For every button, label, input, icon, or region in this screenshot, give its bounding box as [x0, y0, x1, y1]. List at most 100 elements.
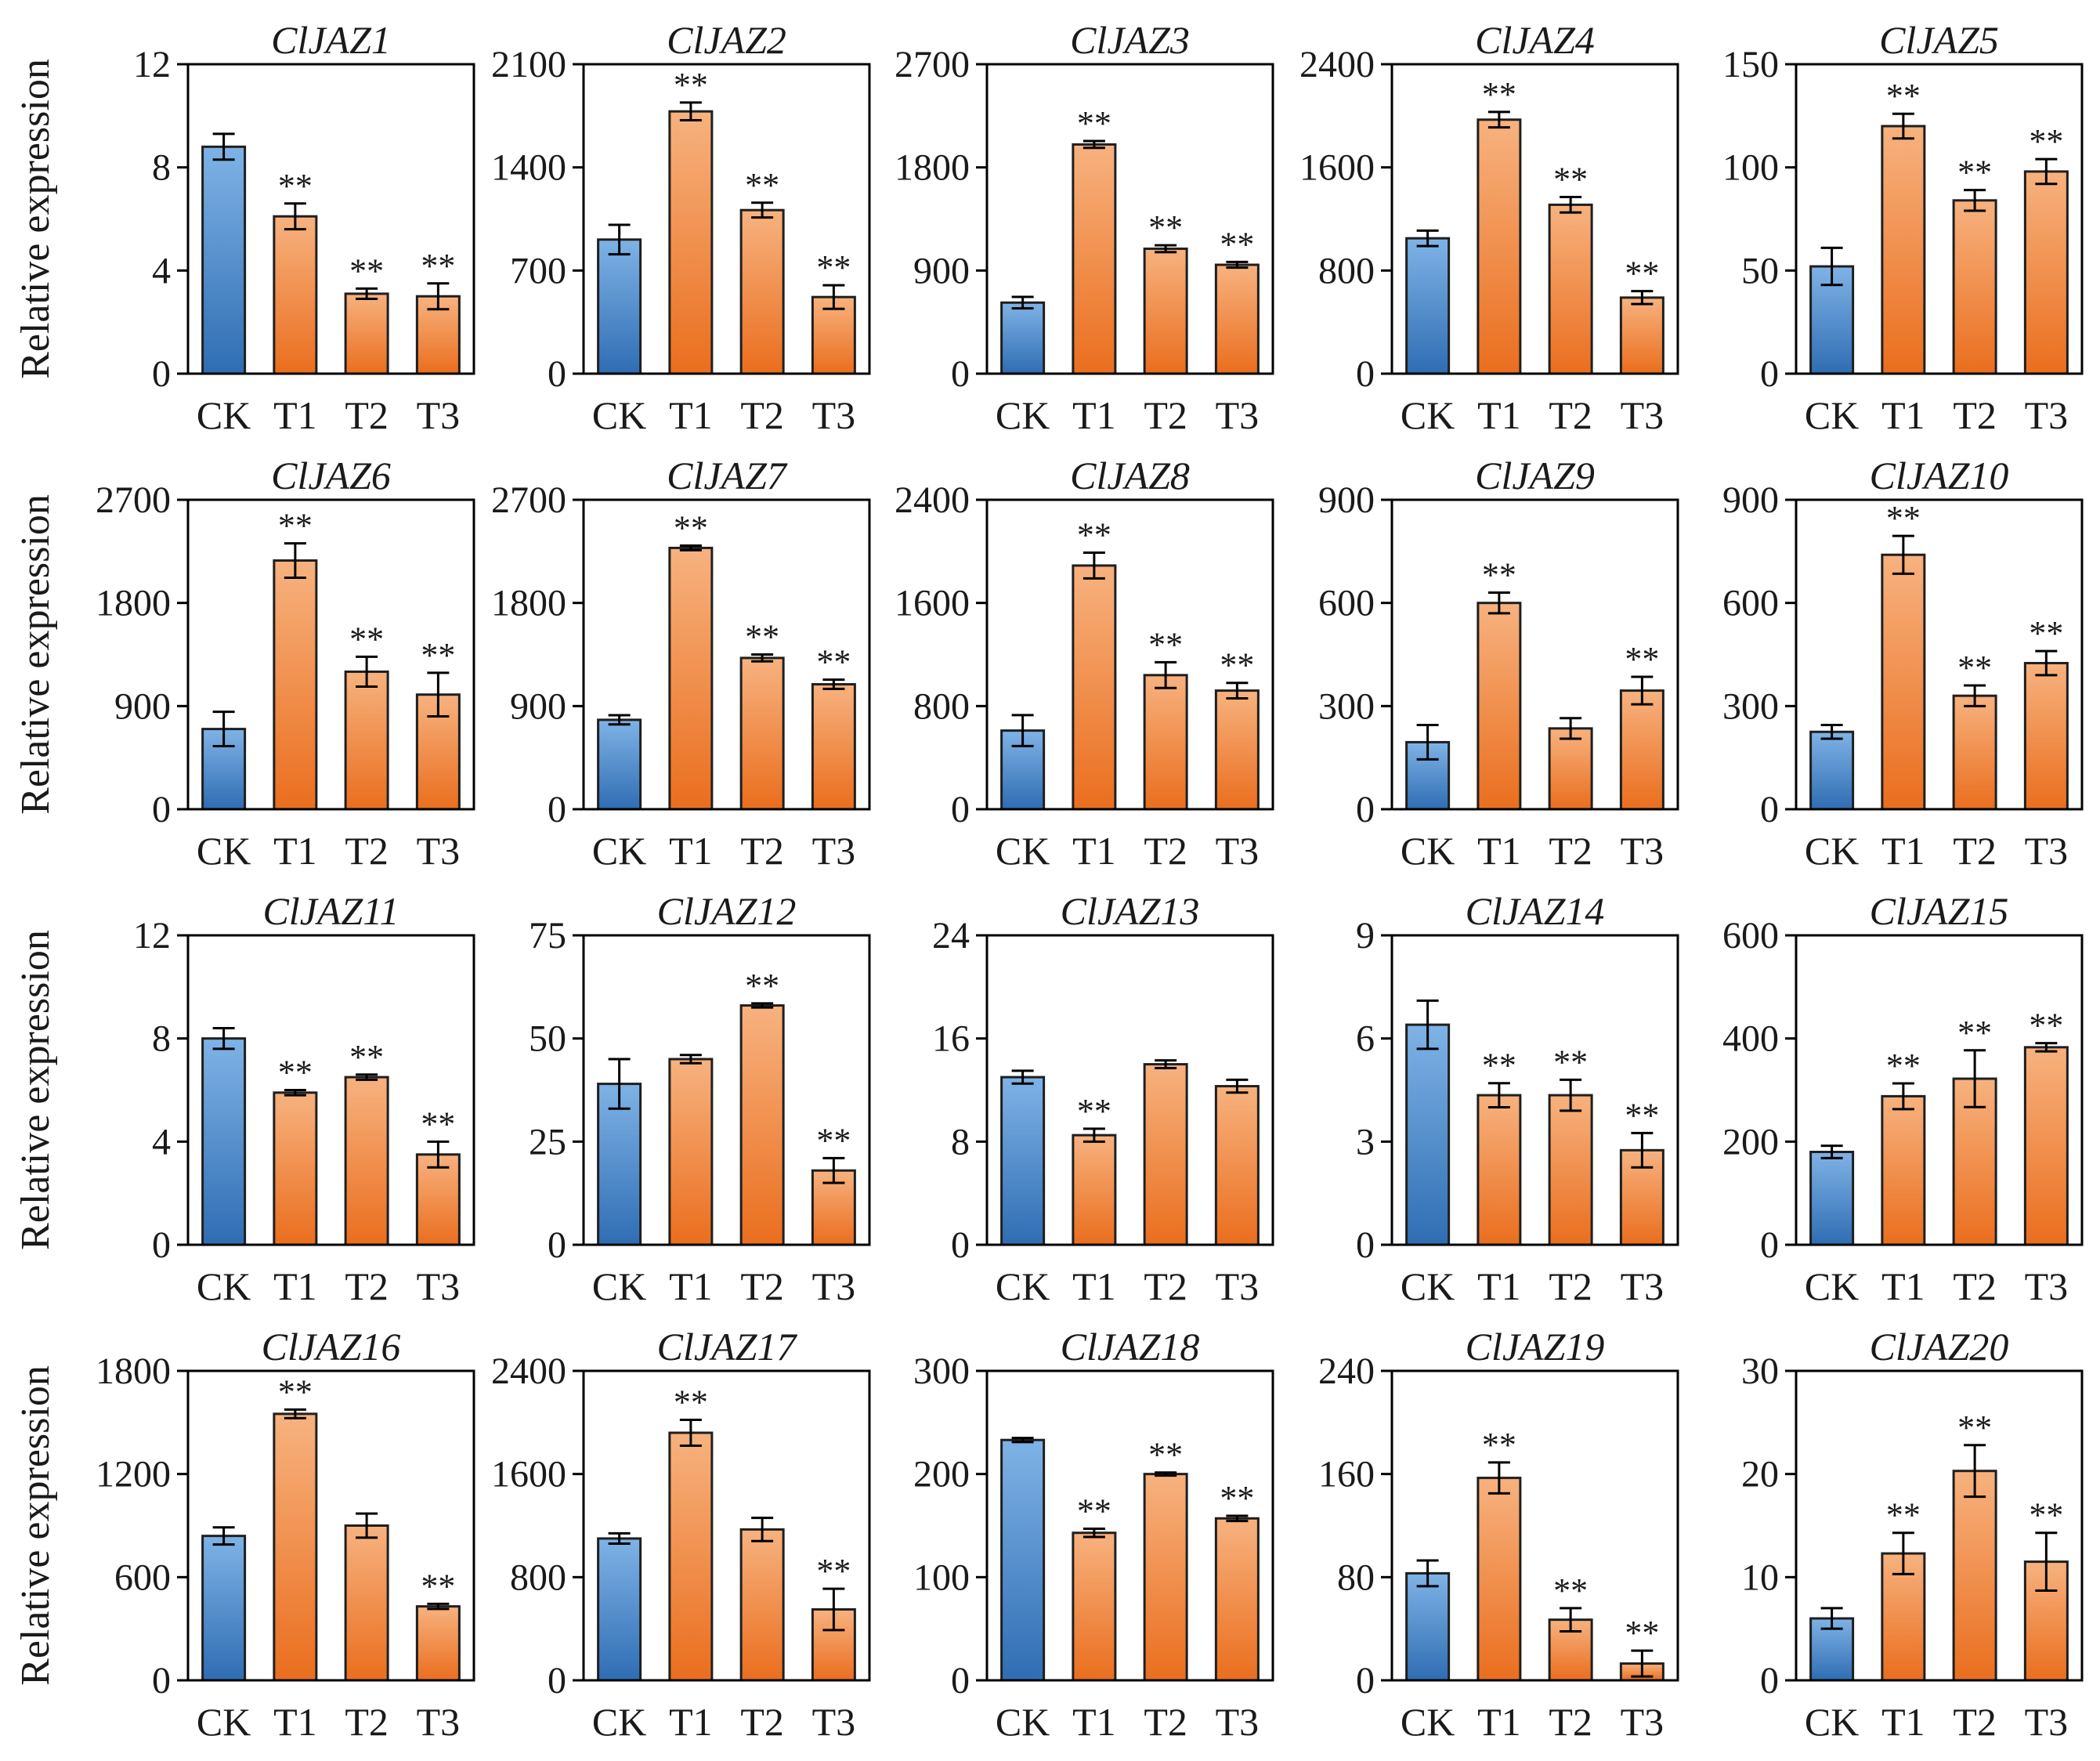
x-category-label: T2: [1953, 1700, 1997, 1744]
y-tick-label: 0: [152, 789, 171, 830]
bar-ck: [201, 1535, 247, 1682]
y-tick-label: 2400: [895, 479, 970, 521]
bar-t2: [1952, 694, 1997, 811]
y-tick-label: 100: [1722, 147, 1779, 189]
significance-label: **: [816, 1121, 851, 1159]
x-category-label: T3: [417, 393, 461, 437]
significance-label: **: [2029, 122, 2063, 161]
bar-t3: [1214, 263, 1260, 375]
significance-label: **: [1148, 625, 1183, 664]
y-tick-label: 100: [913, 1557, 970, 1598]
y-tick-label: 1200: [96, 1454, 171, 1495]
y-tick-label: 0: [951, 789, 970, 830]
bar-t2: [739, 208, 785, 375]
x-category-label: T2: [1144, 829, 1187, 873]
bar-ck: [201, 1037, 247, 1246]
x-category-label: T3: [1216, 393, 1260, 437]
x-category-label: CK: [592, 1264, 646, 1308]
x-category-label: T3: [2025, 829, 2069, 873]
significance-label: **: [816, 643, 851, 682]
significance-label: **: [1077, 1092, 1111, 1130]
x-category-label: T1: [273, 1700, 317, 1744]
y-tick-label: 160: [1318, 1454, 1375, 1495]
y-tick-label: 3: [1356, 1121, 1375, 1163]
panel-13: ClJAZ13 0 8 16 24 CK ** T1 T2 T3: [932, 889, 1274, 1308]
bar-t2: [739, 1004, 785, 1246]
significance-label: **: [1553, 1043, 1588, 1081]
panel-title: ClJAZ5: [1879, 18, 1999, 62]
panel-title: ClJAZ1: [271, 18, 391, 62]
x-category-label: CK: [592, 1700, 646, 1744]
significance-label: **: [2029, 1007, 2063, 1045]
x-category-label: T2: [345, 829, 389, 873]
plot-frame: [985, 63, 1274, 375]
plot-frame: [985, 498, 1274, 811]
significance-label: **: [745, 967, 779, 1005]
plot-frame: [1795, 498, 2084, 811]
panel-title: ClJAZ8: [1070, 454, 1190, 497]
y-tick-label: 0: [1356, 353, 1375, 395]
y-tick-label: 1400: [491, 147, 566, 189]
panel-title: ClJAZ13: [1061, 889, 1200, 933]
panel-title: ClJAZ7: [667, 454, 788, 497]
y-tick-label: 0: [152, 1660, 171, 1701]
significance-label: **: [1886, 1496, 1921, 1535]
x-category-label: T1: [1072, 1264, 1116, 1308]
bar-ck: [1000, 301, 1046, 375]
x-category-label: T3: [812, 393, 856, 437]
significance-label: **: [278, 507, 313, 545]
bar-t1: [1881, 1094, 1926, 1246]
significance-label: **: [1957, 649, 1992, 687]
y-tick-label: 0: [951, 1660, 970, 1701]
significance-label: **: [1220, 1479, 1254, 1517]
bar-t1: [273, 1091, 318, 1246]
y-tick-label: 0: [951, 1224, 970, 1266]
panel-title: ClJAZ10: [1870, 454, 2009, 497]
panel-17: ClJAZ17 0 800 1600 2400 CK ** T1 T2 ** T3: [491, 1325, 871, 1744]
significance-label: **: [349, 1038, 384, 1076]
bar-t1: [1072, 1134, 1117, 1246]
y-tick-label: 24: [932, 915, 970, 956]
y-tick-label: 600: [1722, 583, 1779, 624]
bar-t3: [2023, 170, 2069, 375]
bar-t2: [344, 1524, 389, 1682]
y-tick-label: 0: [152, 353, 171, 395]
x-category-label: CK: [996, 829, 1050, 873]
bar-t1: [1072, 564, 1117, 811]
y-tick-label: 900: [114, 685, 171, 727]
y-tick-label: 900: [1722, 479, 1779, 521]
significance-label: **: [1148, 208, 1183, 247]
y-tick-label: 2700: [895, 44, 970, 85]
significance-label: **: [674, 66, 708, 104]
y-tick-label: 400: [1722, 1018, 1779, 1060]
y-tick-label: 300: [913, 1351, 970, 1392]
bar-t3: [1214, 1517, 1260, 1682]
x-category-label: T3: [1216, 1264, 1260, 1308]
bar-t3: [1214, 689, 1260, 811]
bar-ck: [597, 718, 642, 811]
x-category-label: T2: [1144, 1264, 1187, 1308]
significance-label: **: [674, 509, 708, 548]
panel-16: ClJAZ16 Relative expression 0 600 1200 1800 CK…: [13, 1325, 475, 1744]
panel-3: ClJAZ3 0 900 1800 2700 CK ** T1 ** T2 ** T3: [895, 18, 1274, 437]
bar-t2: [1952, 199, 1997, 375]
bar-t2: [1548, 1094, 1593, 1246]
y-tick-label: 0: [1356, 789, 1375, 830]
significance-label: **: [1886, 1047, 1921, 1085]
x-category-label: T1: [669, 393, 713, 437]
bar-t3: [1619, 689, 1664, 811]
bar-ck: [1405, 1571, 1451, 1682]
y-tick-label: 4: [152, 1121, 171, 1163]
significance-label: **: [1886, 499, 1921, 537]
panel-title: ClJAZ11: [262, 889, 399, 933]
x-category-label: T1: [1072, 829, 1116, 873]
y-tick-label: 800: [510, 1557, 566, 1598]
y-tick-label: 0: [1356, 1660, 1375, 1701]
panel-title: ClJAZ6: [271, 454, 391, 497]
panel-12: ClJAZ12 0 25 50 75 CK T1 ** T2 ** T3: [529, 889, 871, 1308]
y-tick-label: 900: [1318, 479, 1375, 521]
x-category-label: T3: [417, 829, 461, 873]
panel-6: ClJAZ6 Relative expression 0 900 1800 2700 CK *…: [13, 454, 475, 873]
bar-t2: [344, 1076, 389, 1246]
